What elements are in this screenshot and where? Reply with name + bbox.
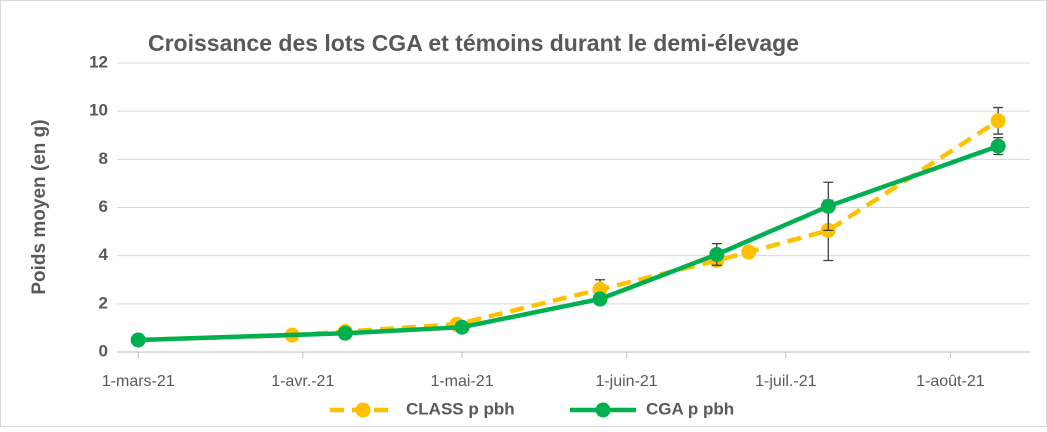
data-point xyxy=(130,332,146,348)
legend-marker xyxy=(595,402,611,418)
x-tick-label: 1-juil.-21 xyxy=(755,373,816,390)
data-point xyxy=(820,198,836,214)
data-point xyxy=(592,291,608,307)
y-tick-label: 4 xyxy=(99,245,109,264)
y-tick-label: 2 xyxy=(99,293,108,312)
data-point xyxy=(337,325,353,341)
x-tick-label: 1-mars-21 xyxy=(102,373,175,390)
x-tick-label: 1-avr.-21 xyxy=(271,373,334,390)
data-point xyxy=(990,113,1006,129)
legend-label: CGA p pbh xyxy=(646,399,734,418)
y-tick-label: 6 xyxy=(99,197,108,216)
data-point xyxy=(454,319,470,335)
y-tick-label: 8 xyxy=(99,149,108,168)
data-point xyxy=(741,244,757,260)
legend-label: CLASS p pbh xyxy=(406,399,515,418)
y-tick-label: 10 xyxy=(89,101,108,120)
y-tick-label: 12 xyxy=(89,52,108,71)
x-tick-label: 1-mai-21 xyxy=(430,373,493,390)
chart-title: Croissance des lots CGA et témoins duran… xyxy=(148,30,799,56)
y-axis-label: Poids moyen (en g) xyxy=(29,119,50,294)
y-tick-label: 0 xyxy=(99,341,108,360)
x-tick-label: 1-juin-21 xyxy=(595,373,657,390)
x-tick-label: 1-août-21 xyxy=(916,373,985,390)
legend-marker xyxy=(355,402,371,418)
data-point xyxy=(709,246,725,262)
data-point xyxy=(990,138,1006,154)
